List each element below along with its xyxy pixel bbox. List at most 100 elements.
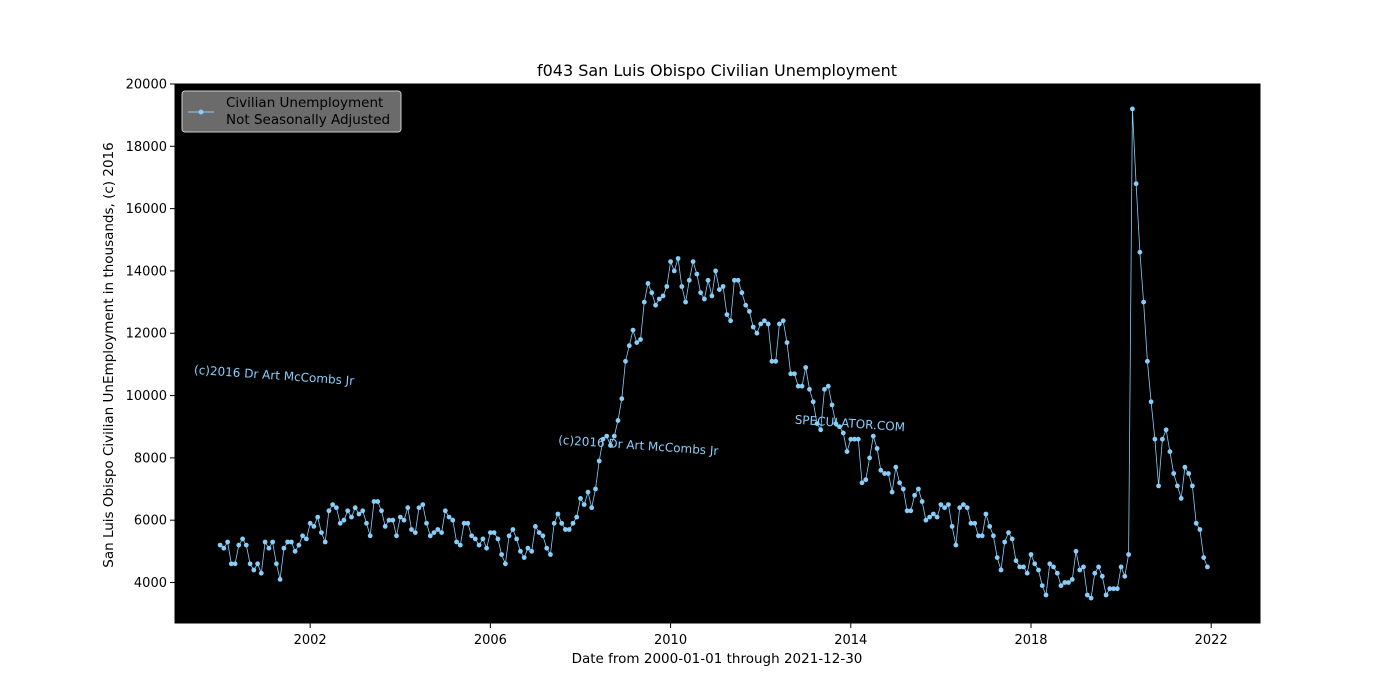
data-point — [885, 471, 891, 476]
data-point — [1084, 592, 1090, 598]
data-point — [938, 502, 944, 507]
data-point — [1009, 536, 1015, 542]
data-point — [784, 340, 790, 345]
data-point — [274, 561, 279, 567]
data-point — [1054, 570, 1060, 576]
data-point — [713, 268, 718, 274]
data-point — [698, 290, 703, 296]
data-point — [686, 277, 692, 283]
plot-frame — [174, 83, 1261, 624]
data-point — [401, 517, 407, 523]
data-point — [1130, 106, 1135, 112]
data-point — [510, 527, 516, 532]
data-point — [1152, 436, 1158, 442]
data-point — [480, 536, 486, 542]
data-point — [765, 321, 771, 327]
data-point — [574, 514, 580, 520]
data-point — [521, 555, 527, 560]
data-point — [870, 433, 876, 439]
data-point — [852, 436, 857, 442]
data-point — [514, 536, 519, 542]
data-point — [769, 358, 775, 364]
data-point — [364, 520, 369, 526]
data-point — [991, 533, 996, 539]
data-point — [217, 542, 223, 548]
data-point — [743, 302, 749, 308]
data-point — [882, 471, 887, 476]
x-tick-label: 2010 — [654, 633, 687, 648]
data-point — [934, 514, 940, 520]
data-point — [1002, 539, 1008, 545]
data-point — [833, 421, 839, 426]
data-point — [495, 536, 501, 542]
data-point — [292, 548, 298, 554]
data-point — [976, 533, 981, 539]
y-tick-label: 6000 — [134, 514, 167, 529]
data-point — [352, 505, 358, 511]
data-point — [818, 427, 824, 433]
x-tick-label: 2022 — [1195, 633, 1228, 648]
data-point — [653, 302, 658, 308]
data-point — [1107, 586, 1113, 592]
data-point — [728, 318, 733, 324]
data-point — [916, 486, 921, 492]
y-tick-label: 14000 — [126, 264, 167, 279]
data-point — [1160, 436, 1165, 442]
data-point — [589, 505, 595, 511]
data-point — [1073, 548, 1079, 554]
data-point — [979, 533, 985, 539]
data-point — [1133, 181, 1139, 187]
legend-label-line-2: Not Seasonally Adjusted — [226, 112, 390, 128]
x-tick-label: 2018 — [1014, 633, 1047, 648]
data-point — [1193, 520, 1199, 526]
data-point — [1197, 527, 1203, 532]
data-point — [1205, 564, 1210, 570]
data-point — [1148, 399, 1154, 405]
data-point — [435, 527, 441, 532]
data-point — [739, 290, 745, 296]
data-point — [281, 545, 287, 551]
data-point — [994, 555, 1000, 560]
data-point — [1111, 586, 1116, 592]
data-point — [1145, 358, 1150, 364]
data-point — [1178, 496, 1184, 501]
data-point — [897, 480, 902, 486]
data-point — [1092, 570, 1098, 576]
data-point — [1062, 580, 1068, 585]
data-point — [1186, 471, 1192, 476]
data-point — [754, 330, 760, 336]
data-point — [747, 309, 752, 314]
data-point — [1126, 552, 1131, 557]
data-point — [702, 296, 707, 302]
data-point — [908, 508, 914, 514]
data-point — [371, 499, 377, 504]
data-point — [844, 449, 850, 454]
data-point — [829, 402, 835, 408]
data-point — [803, 365, 809, 370]
data-point — [671, 268, 677, 274]
data-point — [262, 539, 268, 545]
data-point — [251, 567, 257, 573]
data-point — [285, 539, 290, 545]
data-point — [559, 520, 565, 526]
data-point — [649, 290, 655, 296]
data-point — [427, 533, 433, 539]
legend-marker-swatch — [198, 109, 204, 115]
data-point — [717, 287, 722, 292]
chart-title: f043 San Luis Obispo Civilian Unemployme… — [537, 61, 897, 80]
data-point — [469, 533, 474, 539]
x-axis-label: Date from 2000-01-01 through 2021-12-30 — [572, 651, 863, 667]
data-point — [1039, 583, 1045, 588]
data-point — [412, 530, 418, 535]
data-point — [566, 527, 572, 532]
data-point — [732, 277, 737, 283]
data-point — [424, 520, 429, 526]
data-point — [927, 514, 932, 520]
data-point — [792, 371, 797, 377]
data-point — [773, 358, 779, 364]
data-point — [919, 499, 925, 504]
data-point — [551, 520, 557, 526]
data-point — [300, 533, 305, 539]
data-point — [656, 296, 662, 302]
